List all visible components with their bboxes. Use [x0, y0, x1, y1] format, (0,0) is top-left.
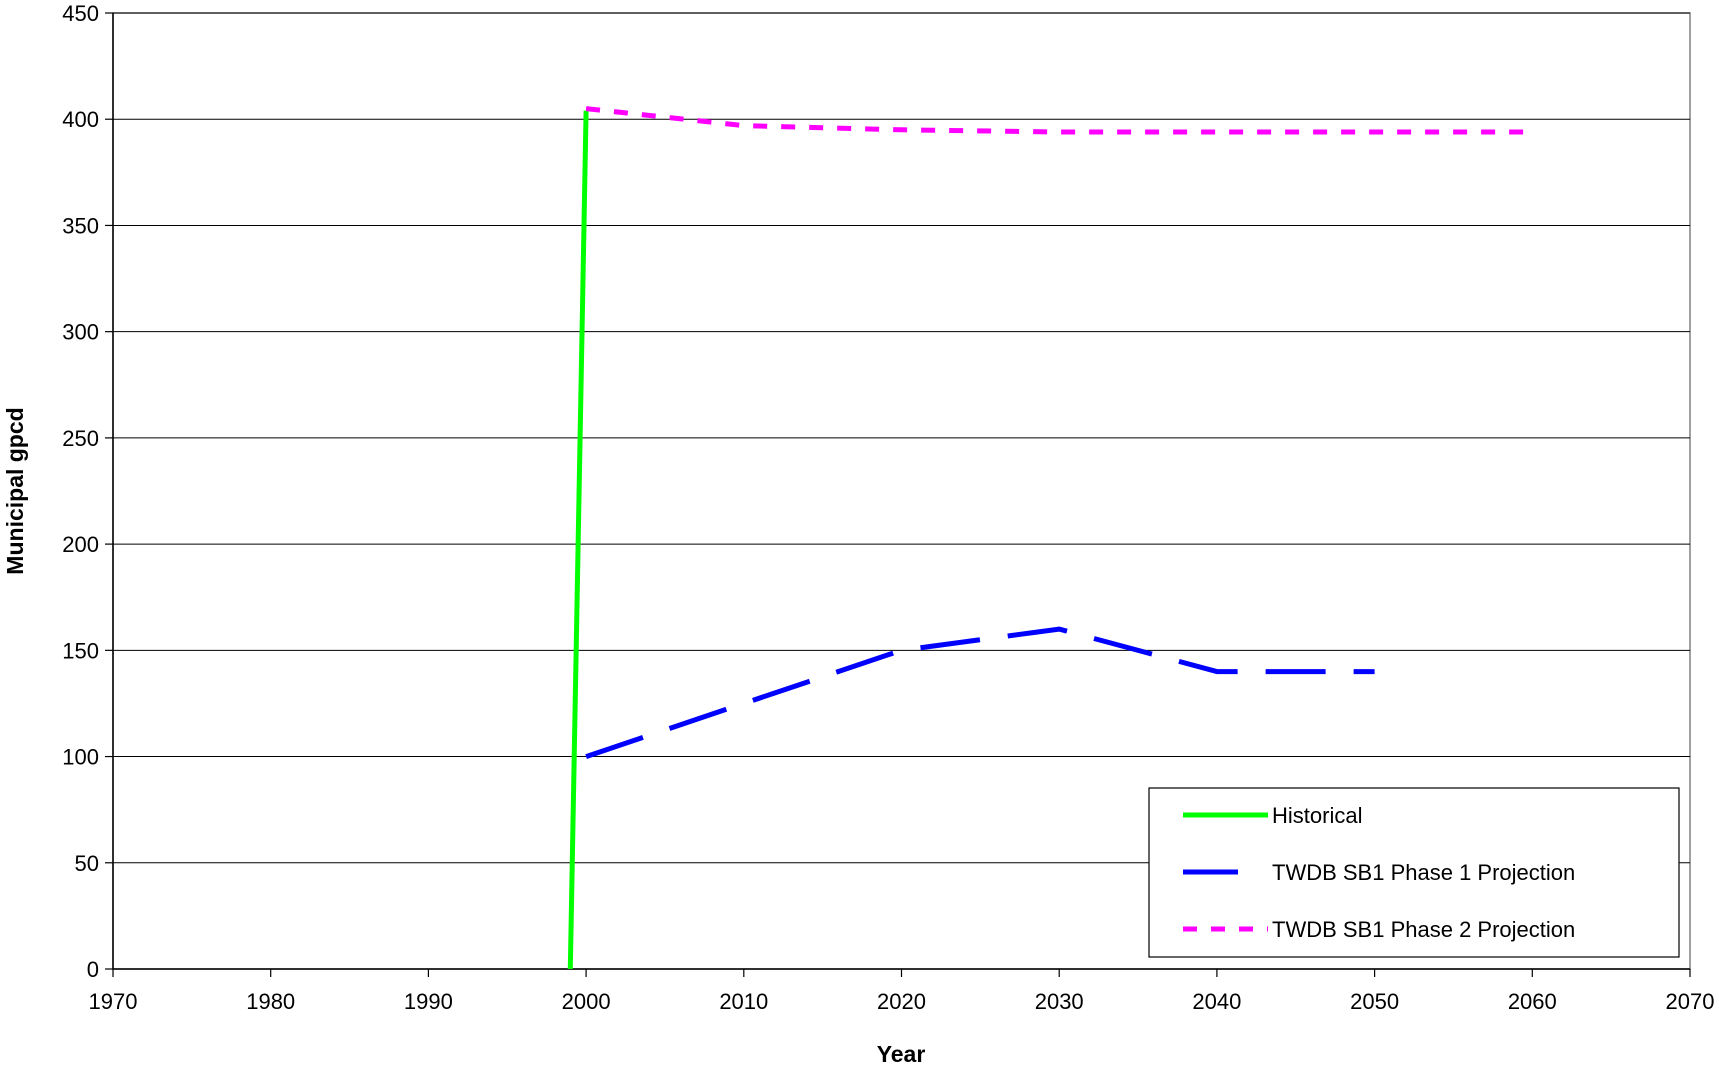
x-tick-label: 1970 — [89, 989, 138, 1014]
series-line-2 — [585, 626, 1375, 759]
y-tick-label: 50 — [75, 851, 99, 876]
x-tick-label: 1980 — [246, 989, 295, 1014]
x-tick-label: 2010 — [719, 989, 768, 1014]
series-line-3 — [585, 106, 1533, 135]
y-tick-label: 100 — [62, 745, 99, 770]
x-tick-label: 2060 — [1508, 989, 1557, 1014]
legend-label: TWDB SB1 Phase 1 Projection — [1272, 860, 1575, 885]
x-tick-label: 1990 — [404, 989, 453, 1014]
legend: Historical TWDB SB1 Phase 1 Projection TWD… — [1148, 787, 1680, 958]
x-tick-label: 2030 — [1035, 989, 1084, 1014]
x-tick-label: 2070 — [1666, 989, 1715, 1014]
x-tick-label: 2000 — [562, 989, 611, 1014]
x-axis-title: Year — [877, 1041, 926, 1065]
series-line-1 — [567, 110, 589, 970]
y-axis-ticks: 0 50 100 150 200 250 300 350 400 450 — [62, 1, 113, 982]
series-layer — [567, 106, 1533, 970]
x-tick-label: 2050 — [1350, 989, 1399, 1014]
y-tick-label: 200 — [62, 532, 99, 557]
y-tick-label: 350 — [62, 213, 99, 238]
y-axis-title: Municipal gpcd — [2, 407, 28, 574]
x-axis-ticks: 1970 1980 1990 2000 2010 2020 2030 2040 2050 2060… — [89, 969, 1715, 1014]
y-tick-label: 400 — [62, 107, 99, 132]
x-tick-label: 2020 — [877, 989, 926, 1014]
y-tick-label: 250 — [62, 426, 99, 451]
x-tick-label: 2040 — [1192, 989, 1241, 1014]
legend-label: TWDB SB1 Phase 2 Projection — [1272, 917, 1575, 942]
y-tick-label: 450 — [62, 1, 99, 26]
legend-label: Historical — [1272, 803, 1362, 828]
y-tick-label: 150 — [62, 638, 99, 663]
y-tick-label: 0 — [87, 957, 99, 982]
y-tick-label: 300 — [62, 320, 99, 345]
